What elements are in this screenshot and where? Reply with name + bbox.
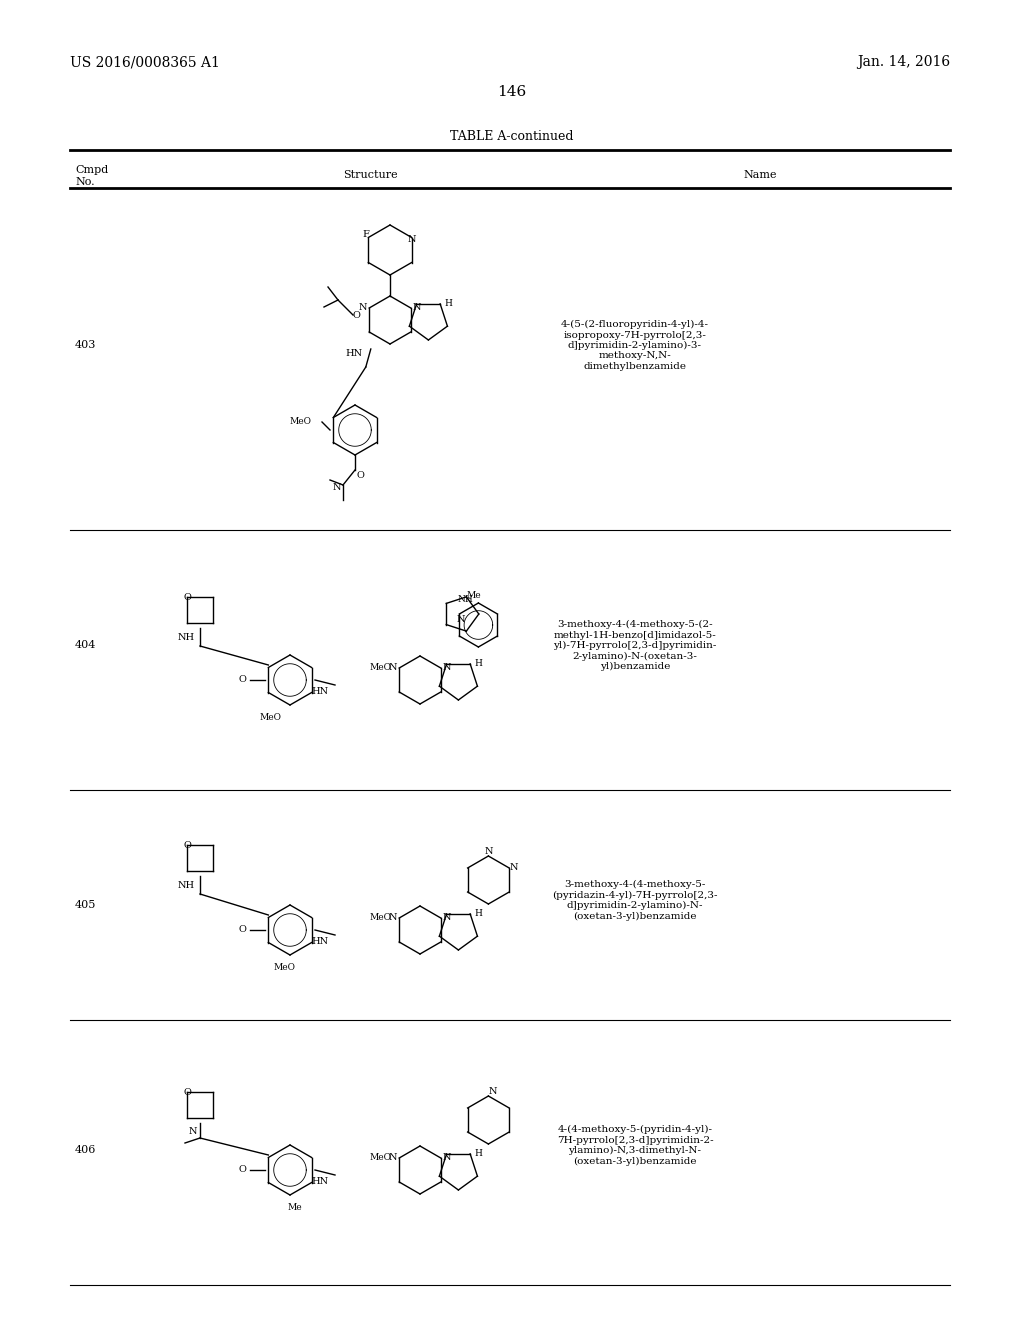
- Text: H: H: [474, 909, 482, 919]
- Text: TABLE A-continued: TABLE A-continued: [451, 129, 573, 143]
- Text: No.: No.: [75, 177, 94, 187]
- Text: N: N: [457, 615, 465, 624]
- Text: Jan. 14, 2016: Jan. 14, 2016: [857, 55, 950, 69]
- Text: N: N: [333, 483, 341, 492]
- Text: MeO: MeO: [274, 962, 296, 972]
- Text: HN: HN: [311, 1177, 329, 1187]
- Text: N: N: [389, 1154, 397, 1163]
- Text: NH: NH: [178, 634, 195, 643]
- Text: O: O: [183, 1088, 191, 1097]
- Text: N: N: [408, 235, 416, 244]
- Text: H: H: [474, 659, 482, 668]
- Text: 3-methoxy-4-(4-methoxy-5-
(pyridazin-4-yl)-7H-pyrrolo[2,3-
d]pyrimidin-2-ylamino: 3-methoxy-4-(4-methoxy-5- (pyridazin-4-y…: [552, 880, 718, 921]
- Text: 4-(5-(2-fluoropyridin-4-yl)-4-
isopropoxy-7H-pyrrolo[2,3-
d]pyrimidin-2-ylamino): 4-(5-(2-fluoropyridin-4-yl)-4- isopropox…: [561, 319, 709, 371]
- Text: Structure: Structure: [343, 170, 397, 180]
- Text: N: N: [359, 304, 368, 313]
- Text: O: O: [238, 1166, 246, 1175]
- Text: 404: 404: [75, 640, 96, 649]
- Text: HN: HN: [311, 688, 329, 697]
- Text: O: O: [238, 676, 246, 685]
- Text: N: N: [442, 664, 451, 672]
- Text: N: N: [484, 847, 493, 857]
- Text: MeO: MeO: [290, 417, 312, 426]
- Text: 3-methoxy-4-(4-methoxy-5-(2-
methyl-1H-benzo[d]imidazol-5-
yl)-7H-pyrrolo[2,3-d]: 3-methoxy-4-(4-methoxy-5-(2- methyl-1H-b…: [553, 620, 717, 671]
- Text: N: N: [488, 1088, 497, 1097]
- Text: N: N: [442, 1154, 451, 1163]
- Text: N: N: [442, 913, 451, 923]
- Text: O: O: [238, 925, 246, 935]
- Text: N: N: [389, 664, 397, 672]
- Text: NH: NH: [458, 595, 474, 605]
- Text: Me: Me: [466, 590, 480, 599]
- Text: O: O: [183, 841, 191, 850]
- Text: O: O: [352, 310, 360, 319]
- Text: NH: NH: [178, 882, 195, 891]
- Text: HN: HN: [346, 350, 362, 359]
- Text: MeO: MeO: [369, 913, 391, 923]
- Text: MeO: MeO: [369, 664, 391, 672]
- Text: Name: Name: [743, 170, 777, 180]
- Text: O: O: [183, 593, 191, 602]
- Text: 4-(4-methoxy-5-(pyridin-4-yl)-
7H-pyrrolo[2,3-d]pyrimidin-2-
ylamino)-N,3-dimeth: 4-(4-methoxy-5-(pyridin-4-yl)- 7H-pyrrol…: [557, 1125, 714, 1166]
- Text: 405: 405: [75, 900, 96, 909]
- Text: N: N: [188, 1126, 197, 1135]
- Text: 403: 403: [75, 341, 96, 350]
- Text: Me: Me: [288, 1203, 302, 1212]
- Text: H: H: [474, 1150, 482, 1159]
- Text: 406: 406: [75, 1144, 96, 1155]
- Text: MeO: MeO: [369, 1154, 391, 1163]
- Text: HN: HN: [311, 937, 329, 946]
- Text: N: N: [413, 304, 421, 313]
- Text: H: H: [444, 300, 452, 309]
- Text: N: N: [510, 863, 518, 873]
- Text: O: O: [356, 470, 364, 479]
- Text: US 2016/0008365 A1: US 2016/0008365 A1: [70, 55, 220, 69]
- Text: MeO: MeO: [260, 713, 282, 722]
- Text: F: F: [361, 230, 369, 239]
- Text: N: N: [389, 913, 397, 923]
- Text: Cmpd: Cmpd: [75, 165, 109, 176]
- Text: 146: 146: [498, 84, 526, 99]
